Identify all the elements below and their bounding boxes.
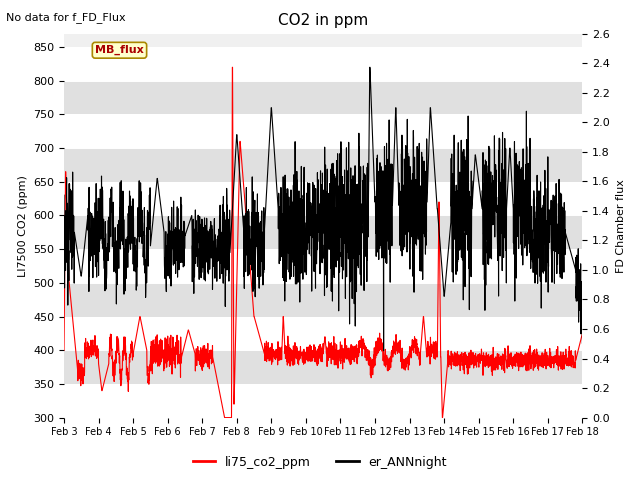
Bar <box>64 148 582 182</box>
Text: No data for f_FD_Flux: No data for f_FD_Flux <box>6 12 126 23</box>
Bar <box>64 384 582 418</box>
Bar <box>64 81 582 114</box>
Y-axis label: LI7500 CO2 (ppm): LI7500 CO2 (ppm) <box>17 175 28 276</box>
Bar <box>64 316 582 350</box>
Legend: li75_co2_ppm, er_ANNnight: li75_co2_ppm, er_ANNnight <box>188 451 452 474</box>
Bar <box>64 182 582 216</box>
Title: CO2 in ppm: CO2 in ppm <box>278 13 369 28</box>
Bar <box>64 350 582 384</box>
Bar <box>64 283 582 316</box>
Y-axis label: FD Chamber flux: FD Chamber flux <box>616 179 625 273</box>
Bar <box>64 216 582 249</box>
Bar <box>64 249 582 283</box>
Text: MB_flux: MB_flux <box>95 45 144 55</box>
Bar <box>64 47 582 81</box>
Bar <box>64 114 582 148</box>
